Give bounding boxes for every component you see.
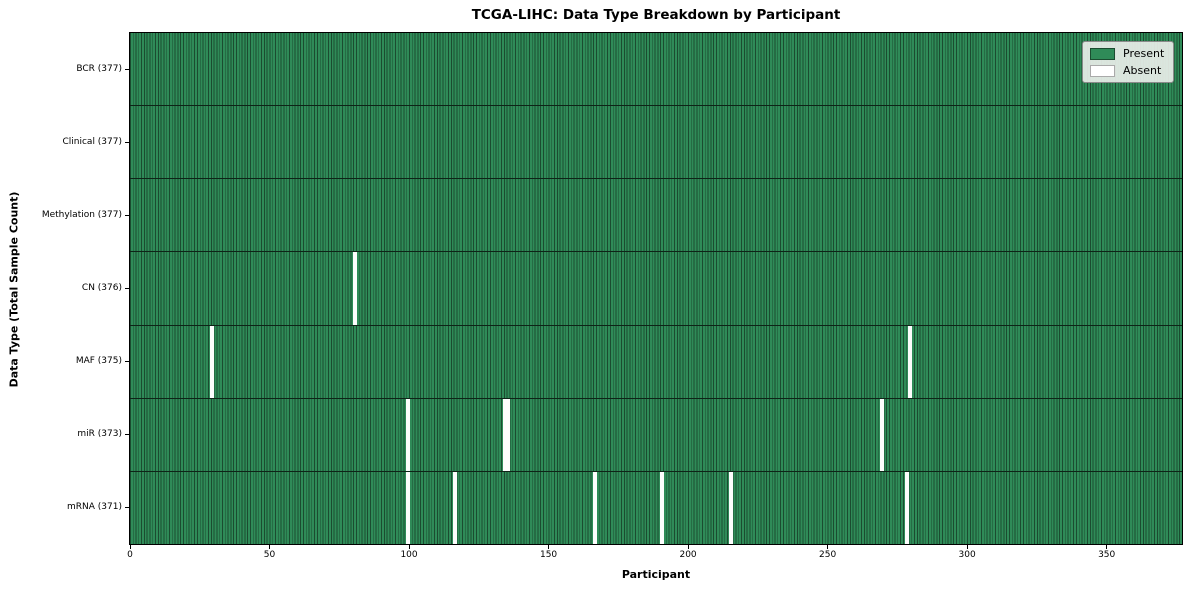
y-tick-label: MAF (375) <box>75 355 122 366</box>
absent-marker <box>506 398 511 471</box>
x-tick <box>687 545 689 549</box>
absent-marker <box>905 471 910 544</box>
chart-title: TCGA-LIHC: Data Type Breakdown by Partic… <box>471 7 841 23</box>
y-tick-label: BCR (377) <box>76 63 122 74</box>
x-tick <box>129 545 131 549</box>
y-tick-label: miR (373) <box>77 428 122 439</box>
heatmap-row-mRNA <box>130 471 1182 544</box>
y-tick <box>125 507 129 508</box>
x-tick <box>827 545 829 549</box>
absent-marker <box>729 471 734 544</box>
absent-marker <box>405 471 410 544</box>
x-axis: 0 50 100 150 200 250 300 350 <box>127 545 1182 565</box>
absent-marker <box>503 398 508 471</box>
x-tick-label: 50 <box>263 550 276 560</box>
legend-item-absent: Absent <box>1090 64 1164 77</box>
x-tick-label: 250 <box>819 550 837 560</box>
absent-marker <box>592 471 597 544</box>
heatmap-row-Methylation <box>130 179 1182 253</box>
legend-item-present: Present <box>1090 47 1164 60</box>
x-tick-label: 300 <box>958 550 976 560</box>
legend-label-absent: Absent <box>1123 64 1162 77</box>
heatmap-row-CN <box>130 252 1182 326</box>
y-tick <box>125 215 129 216</box>
y-tick <box>125 69 129 70</box>
x-tick <box>269 545 271 549</box>
y-tick-label: mRNA (371) <box>67 501 122 512</box>
absent-marker <box>405 398 410 471</box>
absent-marker <box>352 252 357 325</box>
y-tick-label: Clinical (377) <box>62 136 122 147</box>
x-tick <box>1106 545 1108 549</box>
y-tick <box>125 361 129 362</box>
absent-marker <box>880 398 885 471</box>
x-tick-label: 350 <box>1098 550 1116 560</box>
x-tick <box>408 545 410 549</box>
x-tick <box>548 545 550 549</box>
absent-marker <box>907 325 912 398</box>
y-tick <box>125 142 129 143</box>
absent-marker <box>210 325 215 398</box>
x-tick-label: 0 <box>127 550 133 560</box>
absent-marker <box>659 471 664 544</box>
heatmap-plot <box>129 32 1183 545</box>
legend-label-present: Present <box>1123 47 1165 60</box>
y-tick <box>125 288 129 289</box>
legend-swatch-absent <box>1090 64 1115 77</box>
x-tick <box>966 545 968 549</box>
x-tick-label: 150 <box>539 550 558 560</box>
y-tick-label: Methylation (377) <box>41 209 122 220</box>
heatmap-row-BCR <box>130 33 1182 107</box>
heatmap-row-MAF <box>130 325 1182 399</box>
heatmap-row-miR <box>130 398 1182 472</box>
legend-swatch-present <box>1090 47 1115 60</box>
x-tick-label: 100 <box>400 550 418 560</box>
legend: Present Absent <box>1082 41 1175 83</box>
absent-marker <box>453 471 458 544</box>
x-axis-label: Participant <box>621 568 691 581</box>
heatmap-row-Clinical <box>130 106 1182 180</box>
y-tick-label: CN (376) <box>81 282 122 293</box>
x-tick-label: 200 <box>679 550 697 560</box>
y-tick <box>125 434 129 435</box>
